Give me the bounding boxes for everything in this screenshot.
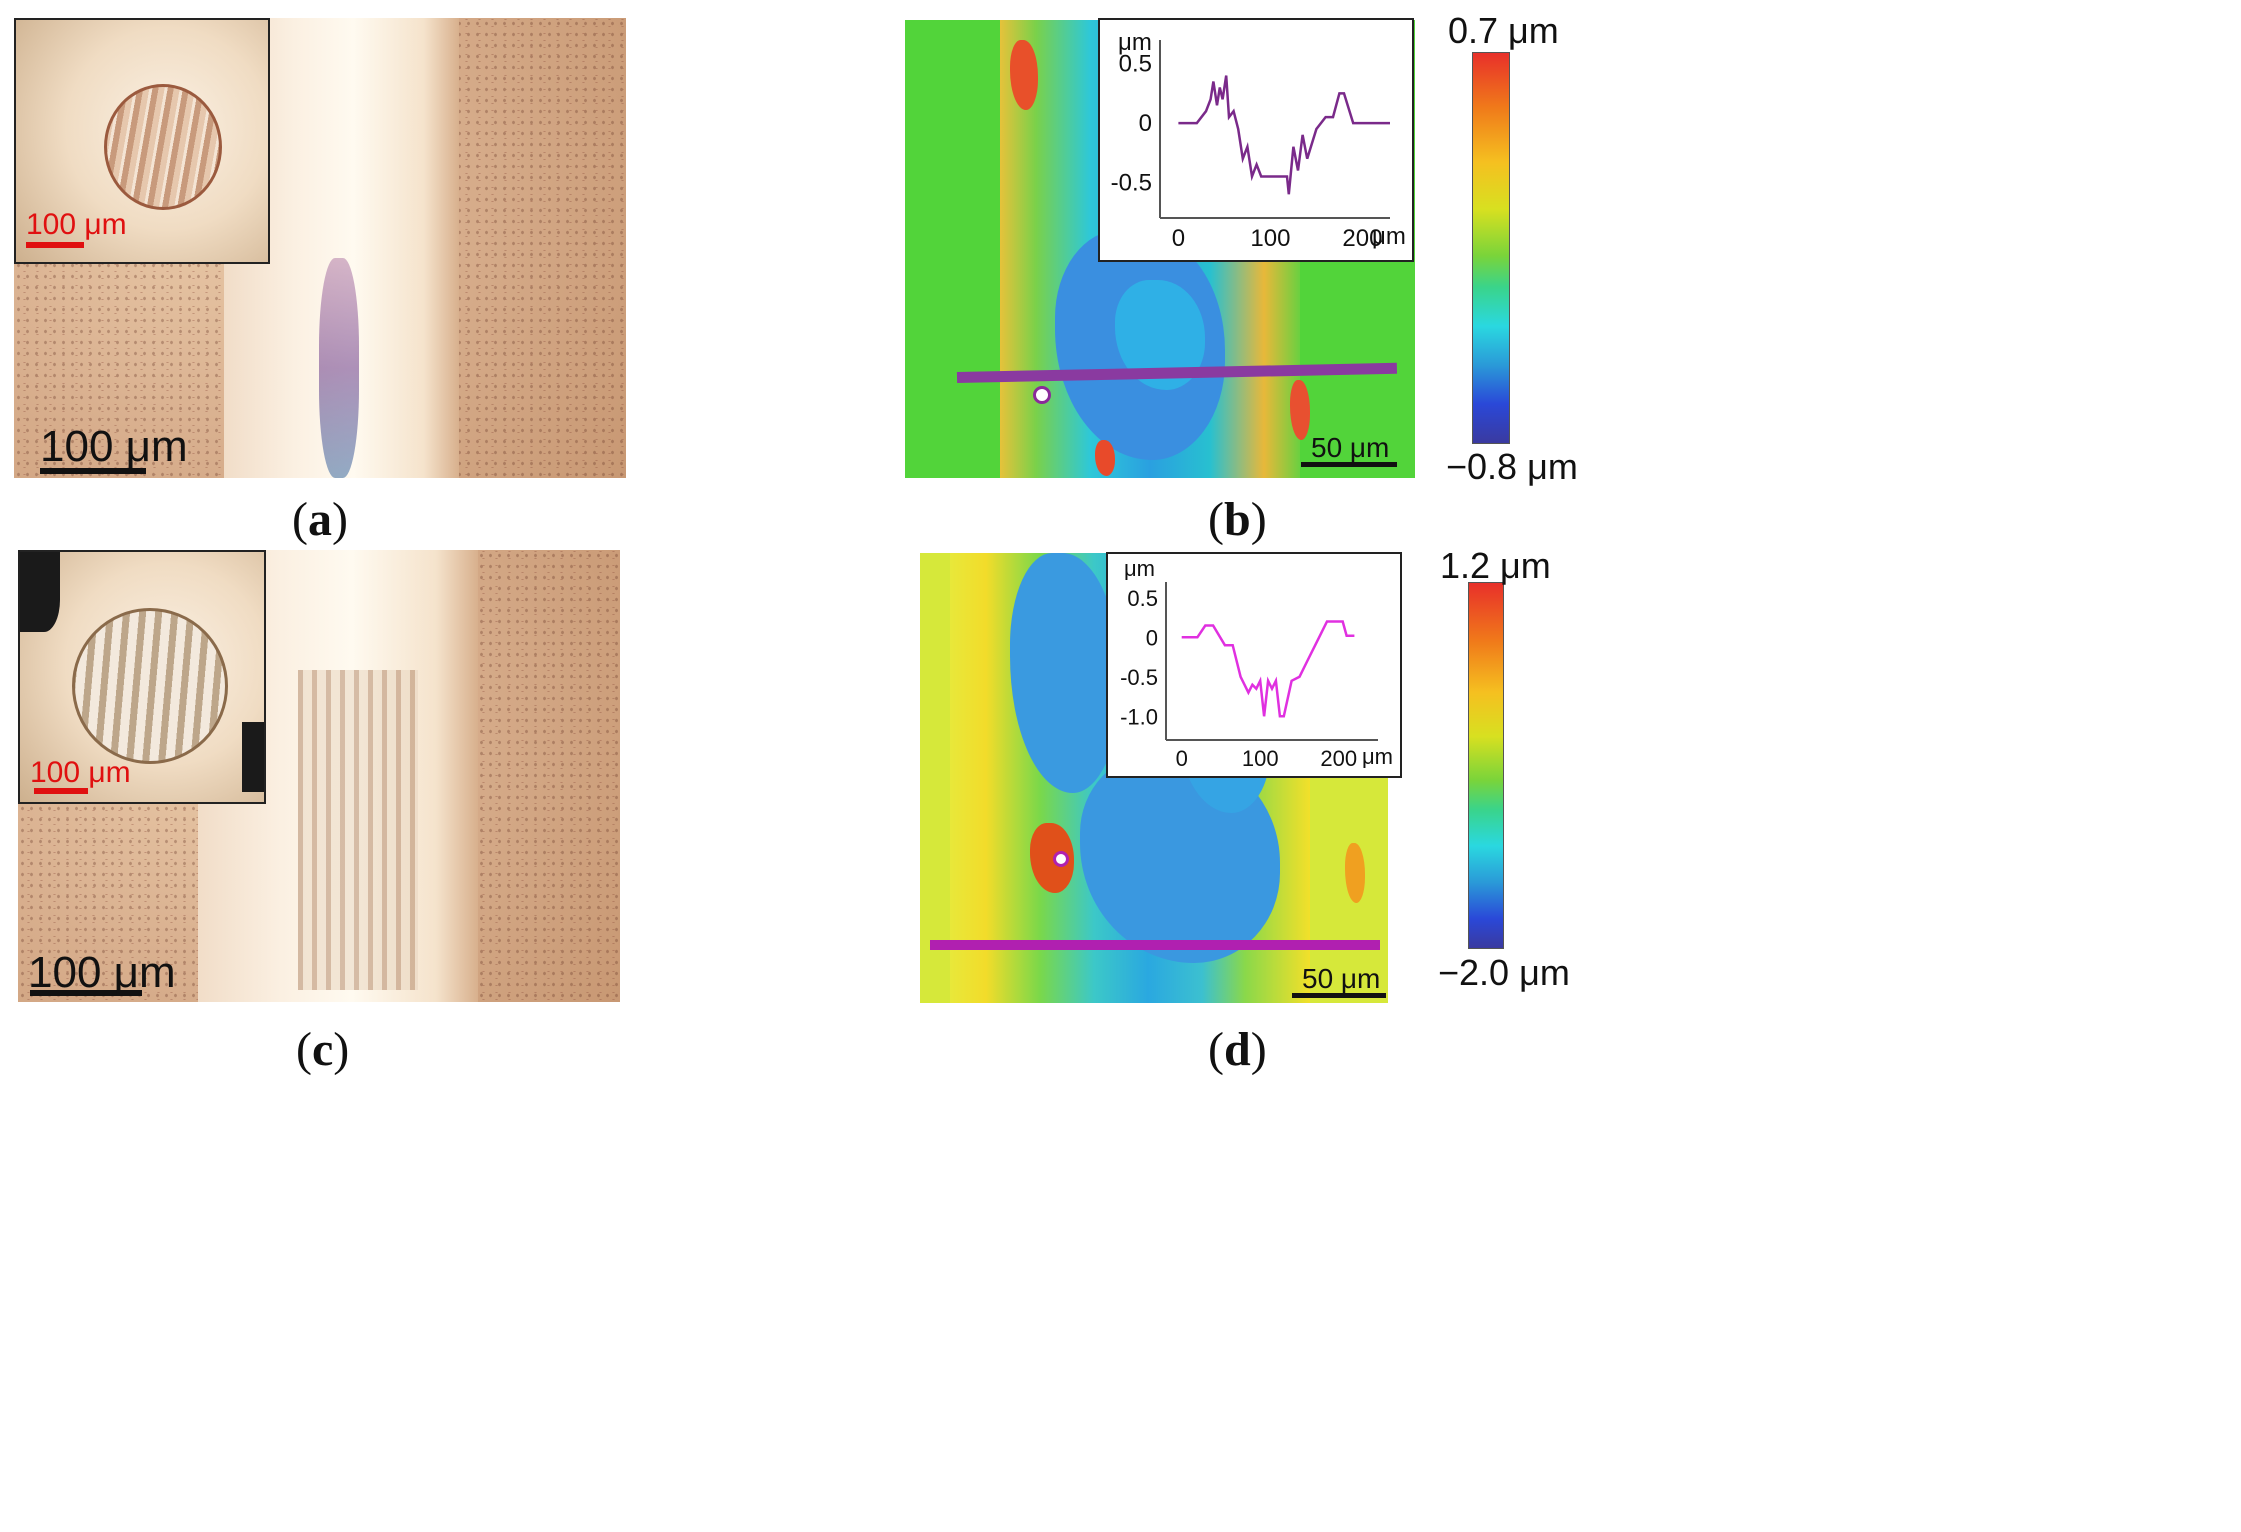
profile-series-b (1178, 75, 1390, 195)
colorbar-min-label: −2.0 μm (1438, 952, 1570, 993)
inset-scale-label: 100 μm (30, 756, 131, 789)
x-tick-label: 100 (1242, 746, 1279, 771)
profile-chart-b: μm 0.5 0 -0.5 0 100 200 μm (1111, 29, 1406, 252)
colorbar-d (1468, 582, 1504, 949)
wear-scar-disc (72, 608, 228, 764)
scale-label: 100 μm (28, 948, 176, 997)
wear-track-damage (319, 258, 359, 478)
colorbar-b (1472, 52, 1510, 444)
peak-region (1095, 440, 1115, 476)
peak-region (1290, 380, 1310, 440)
scale-bar (30, 990, 142, 996)
y-unit-label: μm (1118, 29, 1152, 56)
y-tick-label: 0 (1139, 110, 1152, 137)
colorbar-min-label: −0.8 μm (1446, 446, 1578, 487)
profile-chart-d: μm 0.5 0 -0.5 -1.0 0 100 200 μm (1120, 556, 1393, 771)
marker-dot (1053, 851, 1069, 867)
colorbar-max-label: 0.7 μm (1448, 10, 1559, 51)
inset-micrograph-a: 100 μm (14, 18, 270, 264)
y-tick-labels: 0.5 0 -0.5 -1.0 (1120, 586, 1158, 730)
dark-debris (242, 722, 264, 792)
y-tick-label: 0.5 (1119, 51, 1152, 78)
peak-region (1010, 40, 1038, 110)
dark-debris (20, 552, 60, 632)
scale-label: 50 μm (1302, 963, 1381, 994)
caption-c: (c) (296, 1023, 350, 1076)
y-tick-labels: 0.5 0 -0.5 (1111, 51, 1152, 197)
y-tick-label: 0.5 (1127, 586, 1158, 611)
scale-bar (1292, 993, 1386, 998)
colorbar-max-label: 1.2 μm (1440, 545, 1551, 586)
wear-scar-disc (104, 84, 222, 210)
x-tick-label: 100 (1250, 225, 1290, 252)
caption-b: (b) (1208, 493, 1267, 546)
scale-bar (1301, 462, 1397, 467)
y-tick-label: -0.5 (1120, 665, 1158, 690)
scale-bar (40, 468, 146, 474)
wear-track-damage (298, 670, 418, 990)
y-unit-label: μm (1124, 556, 1155, 581)
section-line (930, 940, 1380, 950)
micrograph-c: 100 μm 100 μm (18, 550, 620, 1002)
profile-series-d (1181, 620, 1355, 718)
profile-inset-b: μm 0.5 0 -0.5 0 100 200 μm (1098, 18, 1414, 262)
x-tick-labels: 0 100 200 (1172, 225, 1383, 252)
x-tick-labels: 0 100 200 (1176, 746, 1358, 771)
x-unit-label: μm (1362, 744, 1393, 769)
x-tick-label: 0 (1172, 225, 1185, 252)
marker-dot (1033, 386, 1051, 404)
peak-region (1345, 843, 1365, 903)
caption-a: (a) (292, 493, 348, 546)
y-tick-label: 0 (1146, 625, 1158, 650)
inset-micrograph-c: 100 μm (18, 550, 266, 804)
micrograph-a: 100 μm 100 μm (14, 18, 626, 478)
y-tick-label: -1.0 (1120, 704, 1158, 729)
valley-region (1010, 553, 1120, 793)
x-unit-label: μm (1372, 223, 1406, 250)
profile-inset-d: μm 0.5 0 -0.5 -1.0 0 100 200 μm (1106, 552, 1402, 778)
x-tick-label: 0 (1176, 746, 1188, 771)
x-tick-label: 200 (1320, 746, 1357, 771)
caption-d: (d) (1208, 1023, 1267, 1076)
scale-label: 100 μm (40, 422, 188, 471)
inset-scale-bar (26, 242, 84, 248)
y-tick-label: -0.5 (1111, 169, 1152, 196)
x-tick-label: 200 (1342, 225, 1382, 252)
inset-scale-bar (34, 788, 88, 794)
inset-scale-label: 100 μm (26, 208, 127, 241)
scale-label: 50 μm (1311, 432, 1390, 463)
